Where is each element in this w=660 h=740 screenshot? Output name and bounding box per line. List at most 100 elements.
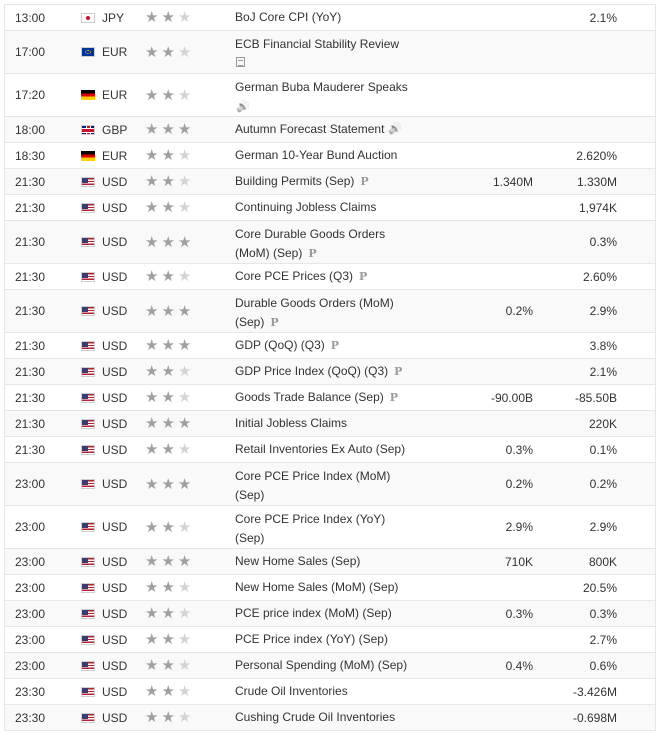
event-name[interactable]: Autumn Forecast Statement	[235, 122, 385, 136]
event-name-cell[interactable]: Durable Goods Orders (MoM) (Sep) P	[235, 290, 435, 332]
event-name[interactable]: GDP (QoQ) (Q3)	[235, 338, 325, 352]
event-name-cell[interactable]: Crude Oil Inventories	[235, 679, 435, 704]
event-name-cell[interactable]: New Home Sales (MoM) (Sep)	[235, 575, 435, 600]
star-filled-icon: ★	[145, 389, 159, 406]
event-name-cell[interactable]: Continuing Jobless Claims	[235, 195, 435, 220]
table-row[interactable]: 23:00 USD ★ ★ ★ Core PCE Price Index (YoY) (Se…	[5, 506, 655, 549]
table-row[interactable]: 18:00 GBP ★ ★ ★ Autumn Forecast Statement 🔊	[5, 117, 655, 143]
event-name[interactable]: Core Durable Goods Orders	[235, 227, 386, 241]
event-name-cell[interactable]: Goods Trade Balance (Sep) P	[235, 385, 435, 410]
event-name-cell[interactable]: ECB Financial Stability Review	[235, 31, 435, 73]
event-name[interactable]: Building Permits (Sep)	[235, 174, 355, 188]
importance-stars: ★ ★ ★	[145, 195, 205, 220]
event-name-cell[interactable]: GDP Price Index (QoQ) (Q3) P	[235, 359, 435, 384]
event-name[interactable]: New Home Sales (Sep)	[235, 554, 361, 568]
event-name[interactable]: Core PCE Price Index (MoM)	[235, 469, 391, 483]
table-row[interactable]: 17:20 EUR ★ ★ ★ German Buba Mauderer Speaks 🔊	[5, 74, 655, 117]
actual-value: -0.698M	[572, 710, 617, 725]
event-name[interactable]: Durable Goods Orders (MoM)	[235, 296, 394, 310]
event-name-cell[interactable]: Initial Jobless Claims	[235, 411, 435, 436]
event-name[interactable]: PCE Price index (YoY) (Sep)	[235, 632, 388, 646]
table-row[interactable]: 21:30 USD ★ ★ ★ Retail Inventories Ex Auto (S…	[5, 437, 655, 463]
table-row[interactable]: 23:00 USD ★ ★ ★ New Home Sales (Sep) 710K 800K	[5, 549, 655, 575]
event-name-cell[interactable]: GDP (QoQ) (Q3) P	[235, 333, 435, 358]
preliminary-icon[interactable]: P	[394, 365, 403, 378]
forecast-value: 1.340M	[492, 174, 533, 189]
table-row[interactable]: 21:30 USD ★ ★ ★ GDP Price Index (QoQ) (Q3) P 2.…	[5, 359, 655, 385]
event-name[interactable]: Goods Trade Balance (Sep)	[235, 390, 384, 404]
currency-code: USD	[102, 606, 128, 621]
table-row[interactable]: 21:30 USD ★ ★ ★ Goods Trade Balance (Sep) P -90…	[5, 385, 655, 411]
table-row[interactable]: 23:30 USD ★ ★ ★ Crude Oil Inventories -3.426M	[5, 679, 655, 705]
preliminary-icon[interactable]: P	[359, 270, 368, 283]
table-row[interactable]: 23:00 USD ★ ★ ★ PCE Price index (YoY) (Sep) 2.…	[5, 627, 655, 653]
event-name[interactable]: German 10-Year Bund Auction	[235, 148, 398, 162]
table-row[interactable]: 17:00 EUR ★ ★ ★ ECB Financial Stability Revie…	[5, 31, 655, 74]
table-row[interactable]: 21:30 USD ★ ★ ★ GDP (QoQ) (Q3) P 3.8%	[5, 333, 655, 359]
event-name[interactable]: Personal Spending (MoM) (Sep)	[235, 658, 408, 672]
event-name-cell[interactable]: Cushing Crude Oil Inventories	[235, 705, 435, 730]
event-name[interactable]: Initial Jobless Claims	[235, 416, 348, 430]
table-row[interactable]: 21:30 USD ★ ★ ★ Continuing Jobless Claims 1,97…	[5, 195, 655, 221]
event-name-cell[interactable]: New Home Sales (Sep)	[235, 549, 435, 574]
event-name-cell[interactable]: Autumn Forecast Statement 🔊	[235, 117, 435, 142]
actual-value: 0.6%	[589, 658, 617, 673]
event-name-continued[interactable]: (MoM) (Sep) P	[235, 244, 435, 263]
event-name-cell[interactable]: Retail Inventories Ex Auto (Sep)	[235, 437, 435, 462]
speaker-icon[interactable]: 🔊	[388, 123, 403, 135]
event-name-continued[interactable]: (Sep) P	[235, 313, 435, 332]
table-row[interactable]: 21:30 USD ★ ★ ★ Durable Goods Orders (MoM) (Se…	[5, 290, 655, 333]
star-empty-icon: ★	[177, 518, 192, 536]
table-row[interactable]: 21:30 USD ★ ★ ★ Initial Jobless Claims 220K	[5, 411, 655, 437]
preliminary-icon[interactable]: P	[330, 339, 340, 352]
event-name-continued[interactable]: (Sep)	[235, 529, 435, 548]
event-name-cell[interactable]: German Buba Mauderer Speaks 🔊	[235, 74, 435, 116]
event-name[interactable]: Continuing Jobless Claims	[235, 200, 377, 214]
event-name[interactable]: PCE price index (MoM) (Sep)	[235, 606, 392, 620]
star-filled-icon: ★	[177, 233, 192, 251]
event-name[interactable]: New Home Sales (MoM) (Sep)	[235, 580, 399, 594]
flag-cell	[81, 359, 97, 384]
event-name[interactable]: GDP Price Index (QoQ) (Q3)	[235, 364, 389, 378]
preliminary-icon[interactable]: P	[308, 247, 317, 260]
event-name-cell[interactable]: Building Permits (Sep) P	[235, 169, 435, 194]
event-name[interactable]: ECB Financial Stability Review	[235, 37, 400, 51]
table-row[interactable]: 13:00 JPY ★ ★ ★ BoJ Core CPI (YoY) 2.1%	[5, 5, 655, 31]
event-name-cell[interactable]: PCE price index (MoM) (Sep)	[235, 601, 435, 626]
table-row[interactable]: 23:00 USD ★ ★ ★ New Home Sales (MoM) (Sep) 20.…	[5, 575, 655, 601]
star-filled-icon: ★	[161, 709, 175, 726]
table-row[interactable]: 23:00 USD ★ ★ ★ PCE price index (MoM) (Sep) 0.…	[5, 601, 655, 627]
event-name-cell[interactable]: Core PCE Price Index (YoY) (Sep)	[235, 506, 435, 548]
star-filled-icon: ★	[145, 709, 159, 726]
event-name-continued[interactable]: (Sep)	[235, 486, 435, 505]
event-name-cell[interactable]: Core PCE Prices (Q3) P	[235, 264, 435, 289]
preliminary-icon[interactable]: P	[270, 316, 279, 329]
table-row[interactable]: 21:30 USD ★ ★ ★ Building Permits (Sep) P 1.340M…	[5, 169, 655, 195]
star-filled-icon: ★	[161, 86, 175, 104]
event-name-cell[interactable]: Core Durable Goods Orders (MoM) (Sep) P	[235, 221, 435, 263]
event-name[interactable]: Core PCE Price Index (YoY)	[235, 512, 386, 526]
table-row[interactable]: 21:30 USD ★ ★ ★ Core Durable Goods Orders (MoM…	[5, 221, 655, 264]
flag-cell	[81, 195, 97, 220]
table-row[interactable]: 23:00 USD ★ ★ ★ Core PCE Price Index (MoM) (Se…	[5, 463, 655, 506]
table-row[interactable]: 23:00 USD ★ ★ ★ Personal Spending (MoM) (Sep)…	[5, 653, 655, 679]
table-row[interactable]: 21:30 USD ★ ★ ★ Core PCE Prices (Q3) P 2.60%	[5, 264, 655, 290]
event-name[interactable]: BoJ Core CPI (YoY)	[235, 10, 342, 24]
event-name[interactable]: Cushing Crude Oil Inventories	[235, 710, 396, 724]
event-name-cell[interactable]: Core PCE Price Index (MoM) (Sep)	[235, 463, 435, 505]
event-name[interactable]: German Buba Mauderer Speaks	[235, 80, 408, 94]
event-name-cell[interactable]: PCE Price index (YoY) (Sep)	[235, 627, 435, 652]
preliminary-icon[interactable]: P	[389, 391, 399, 404]
document-icon[interactable]	[236, 57, 245, 67]
speaker-icon[interactable]: 🔊	[236, 101, 250, 113]
event-name-cell[interactable]: German 10-Year Bund Auction	[235, 143, 435, 168]
event-name[interactable]: Retail Inventories Ex Auto (Sep)	[235, 442, 406, 456]
preliminary-icon[interactable]: P	[360, 175, 369, 188]
currency-code: USD	[102, 710, 128, 725]
event-name[interactable]: Core PCE Prices (Q3)	[235, 269, 354, 283]
event-name[interactable]: Crude Oil Inventories	[235, 684, 348, 698]
event-name-cell[interactable]: Personal Spending (MoM) (Sep)	[235, 653, 435, 678]
table-row[interactable]: 23:30 USD ★ ★ ★ Cushing Crude Oil Inventories…	[5, 705, 655, 731]
table-row[interactable]: 18:30 EUR ★ ★ ★ German 10-Year Bund Auction 2.…	[5, 143, 655, 169]
event-name-cell[interactable]: BoJ Core CPI (YoY)	[235, 5, 435, 30]
